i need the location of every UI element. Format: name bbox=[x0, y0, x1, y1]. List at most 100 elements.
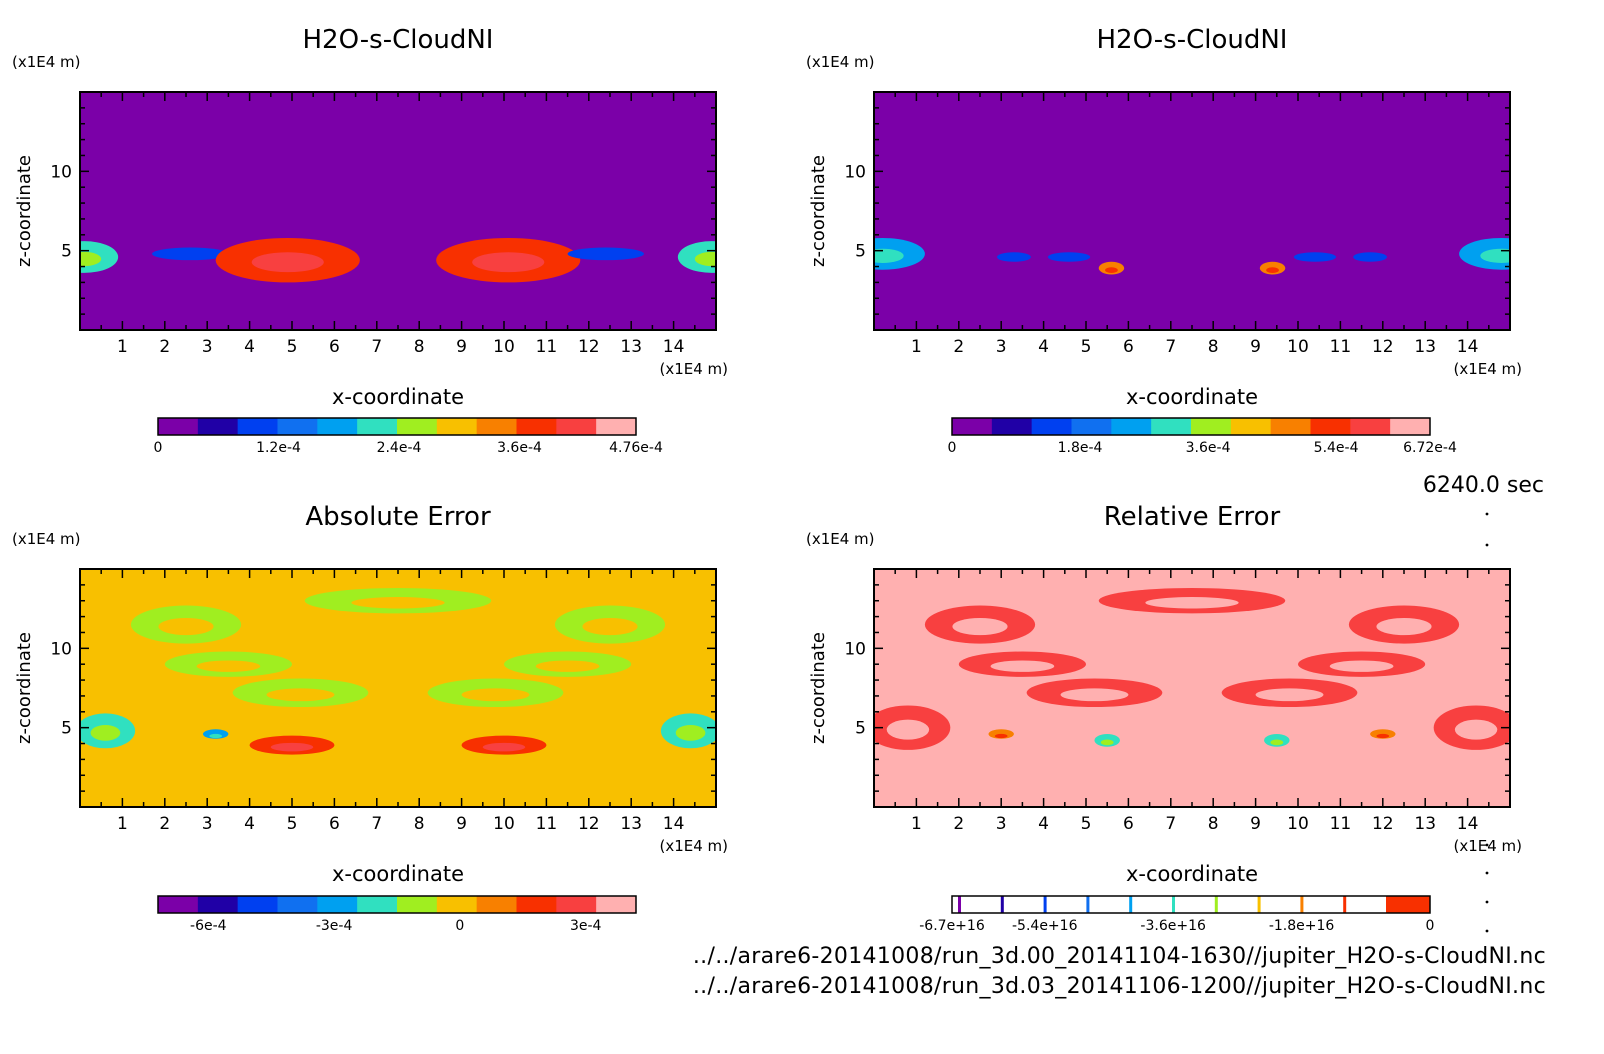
chart-title: H2O-s-CloudNI bbox=[1097, 25, 1288, 55]
field-feature-core bbox=[1376, 617, 1432, 636]
x-tick-label: 3 bbox=[202, 814, 213, 834]
x-tick-label: 6 bbox=[329, 814, 340, 834]
x-tick-label: 8 bbox=[414, 814, 425, 834]
colorbar-tick-label: -6e-4 bbox=[190, 918, 227, 934]
decor-dot bbox=[1485, 871, 1489, 875]
x-axis-label: x-coordinate bbox=[332, 862, 464, 886]
x-tick-label: 7 bbox=[371, 814, 382, 834]
chart-panel-4: Relative Error(x1E4 m)1 2 3 4 5 6 7 8 9 10 11 12 13 1… bbox=[806, 502, 1522, 934]
x-tick-label: 5 bbox=[287, 337, 298, 357]
colorbar-segment bbox=[1230, 418, 1272, 435]
x-unit-label: (x1E4 m) bbox=[1453, 360, 1522, 378]
colorbar-segment bbox=[237, 418, 278, 435]
field-feature-core bbox=[90, 724, 121, 741]
field-feature bbox=[1353, 252, 1388, 262]
field-feature bbox=[567, 247, 644, 261]
colorbar-segment bbox=[197, 896, 239, 913]
y-unit-label: (x1E4 m) bbox=[12, 53, 81, 71]
colorbar-segment bbox=[516, 896, 557, 913]
x-tick-label: 1 bbox=[911, 814, 922, 834]
y-unit-label: (x1E4 m) bbox=[806, 530, 875, 548]
colorbar: 0 1.2e-4 2.4e-4 3.6e-4 4.76e-4 bbox=[154, 417, 663, 456]
x-tick-label: 12 bbox=[1372, 814, 1394, 834]
x-tick-label: 10 bbox=[493, 814, 515, 834]
field-feature-core bbox=[461, 688, 530, 702]
x-tick-label: 9 bbox=[1250, 814, 1261, 834]
x-tick-label: 14 bbox=[1457, 337, 1479, 357]
field-feature-core bbox=[251, 252, 324, 273]
x-tick-label: 1 bbox=[117, 337, 128, 357]
field-feature-core bbox=[1454, 719, 1498, 740]
colorbar-frame bbox=[157, 417, 637, 436]
colorbar-segment bbox=[1214, 896, 1218, 913]
x-tick-label: 5 bbox=[1081, 337, 1092, 357]
x-tick-label: 10 bbox=[493, 337, 515, 357]
field-feature bbox=[1293, 252, 1337, 262]
colorbar: -6.7e+16 -5.4e+16 -3.6e+16 -1.8e+16 0 bbox=[919, 895, 1434, 934]
field-features bbox=[874, 588, 1510, 750]
field-features bbox=[80, 237, 716, 283]
colorbar: -6e-4 -3e-4 0 3e-4 bbox=[157, 895, 637, 934]
colorbar-segment bbox=[1043, 896, 1047, 913]
decor-dot bbox=[1485, 843, 1489, 847]
colorbar-segment bbox=[476, 418, 517, 435]
colorbar-segment bbox=[197, 418, 239, 435]
field-feature-core bbox=[1266, 267, 1279, 273]
x-tick-label: 14 bbox=[663, 814, 685, 834]
field-feature-core bbox=[158, 617, 214, 636]
colorbar-segment bbox=[1350, 418, 1391, 435]
field-feature-core bbox=[535, 660, 600, 672]
field-feature-core bbox=[472, 252, 545, 273]
colorbar-segment bbox=[1151, 418, 1192, 435]
field-feature-core bbox=[1329, 660, 1394, 672]
colorbar-segment bbox=[357, 418, 398, 435]
x-tick-label: 5 bbox=[1081, 814, 1092, 834]
x-tick-label: 11 bbox=[1330, 337, 1352, 357]
colorbar-tick-label: -3e-4 bbox=[316, 918, 353, 934]
colorbar-segment bbox=[1257, 896, 1261, 913]
chart-panel-1: H2O-s-CloudNI(x1E4 m)1 2 3 4 5 6 7 8 9 10 11 12 13 14… bbox=[12, 25, 728, 456]
x-tick-label: 2 bbox=[953, 814, 964, 834]
x-tick-label: 9 bbox=[456, 814, 467, 834]
colorbar-segment bbox=[1191, 418, 1232, 435]
file-path-2: ../../arare6-20141008/run_3d.03_20141106… bbox=[692, 974, 1546, 999]
x-axis-label: x-coordinate bbox=[1126, 862, 1258, 886]
y-unit-label: (x1E4 m) bbox=[12, 530, 81, 548]
colorbar-segment bbox=[158, 418, 199, 435]
field-feature-core bbox=[1480, 248, 1510, 263]
x-tick-label: 12 bbox=[1372, 337, 1394, 357]
colorbar-segment bbox=[991, 418, 1033, 435]
x-tick-label: 4 bbox=[244, 814, 255, 834]
x-tick-label: 11 bbox=[1330, 814, 1352, 834]
x-tick-label: 8 bbox=[1208, 337, 1219, 357]
colorbar-segment bbox=[1172, 896, 1175, 913]
colorbar-segment bbox=[516, 418, 557, 435]
field-feature-core bbox=[1376, 733, 1390, 739]
x-tick-label: 7 bbox=[1165, 814, 1176, 834]
colorbar-tick-label: -6.7e+16 bbox=[919, 918, 985, 934]
x-tick-label: 9 bbox=[456, 337, 467, 357]
colorbar-segment bbox=[357, 896, 398, 913]
x-tick-label: 13 bbox=[1414, 814, 1436, 834]
y-tick-label: 5 bbox=[855, 242, 866, 262]
colorbar-tick-label: 4.76e-4 bbox=[609, 440, 663, 456]
colorbar-segment bbox=[436, 418, 478, 435]
x-tick-label: 11 bbox=[536, 814, 558, 834]
colorbar-segment bbox=[1071, 418, 1112, 435]
colorbar-segment bbox=[317, 896, 358, 913]
colorbar-tick-label: 3e-4 bbox=[570, 918, 602, 934]
decor-dot bbox=[1485, 543, 1489, 547]
colorbar-tick-label: 3.6e-4 bbox=[1186, 440, 1231, 456]
colorbar-segment bbox=[397, 896, 438, 913]
x-tick-label: 5 bbox=[287, 814, 298, 834]
x-tick-label: 13 bbox=[620, 814, 642, 834]
field-feature-core bbox=[270, 742, 314, 752]
x-tick-label: 3 bbox=[202, 337, 213, 357]
field-feature bbox=[996, 252, 1031, 262]
y-tick-label: 5 bbox=[855, 719, 866, 739]
field-feature-core bbox=[694, 251, 716, 267]
colorbar-tick-label: -1.8e+16 bbox=[1269, 918, 1335, 934]
colorbar-segment bbox=[158, 896, 199, 913]
chart-panel-2: H2O-s-CloudNI(x1E4 m)1 2 3 4 5 6 7 8 9 10 11 12 13 14… bbox=[806, 25, 1522, 456]
